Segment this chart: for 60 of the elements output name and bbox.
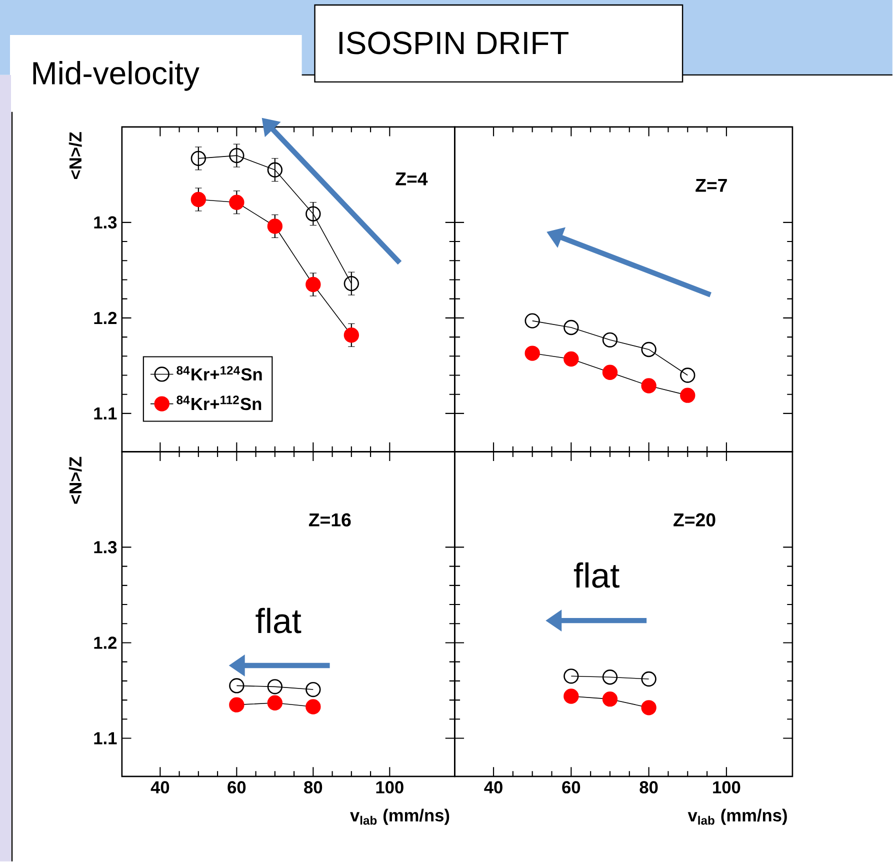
point [344,276,360,292]
x-tick-label: 80 [304,781,322,794]
point [641,700,656,716]
point [602,691,618,707]
point [229,697,244,712]
x-tick-label: 80 [640,781,658,794]
text: Z=16 [308,513,351,526]
text: Mid-velocity [33,61,200,91]
point [641,671,656,687]
x-tick-label: 100 [713,781,740,794]
annotation: flat [574,562,620,588]
annotation: flat [256,608,302,634]
x-tick-label: 40 [150,781,170,794]
y-axis-title: <N>/Z [68,456,82,504]
y-axis-title: <N>/Z [68,132,82,180]
point [602,364,618,380]
y-tick-label: 1.2 [94,636,117,649]
y-tick-label: 1.1 [94,408,117,420]
point [564,688,579,704]
point [190,150,206,166]
text: ISOSPIN DRIFT [339,32,568,54]
legend-label: $^{84}$Kr+$^{112}$Sn [176,396,262,410]
point [267,218,283,234]
point [564,668,579,684]
point [602,332,618,348]
x-tick-label: 100 [376,781,404,794]
point [680,368,696,383]
point [229,148,244,164]
point [524,346,540,361]
text: Z=7 [696,178,727,192]
point [306,276,321,292]
x-tick-label: 40 [484,781,502,794]
point [564,351,579,367]
point [306,206,321,222]
point [267,679,283,694]
point [344,328,360,343]
x-axis-title: v$_{lab}$ (mm/ns) [688,808,787,825]
point [602,670,618,685]
point [564,320,579,336]
point [641,378,656,394]
x-tick-label: 60 [228,781,246,794]
y-tick-label: 1.1 [94,732,117,744]
y-tick-label: 1.2 [94,312,117,324]
point [190,192,206,208]
point [306,682,321,698]
x-tick-label: 60 [562,781,580,794]
point [267,162,283,178]
text: Z=4 [396,172,428,186]
y-tick-label: 1.3 [94,541,117,554]
text: Z=20 [674,513,716,526]
x-axis-title: v$_{lab}$ (mm/ns) [350,808,450,825]
point [267,695,283,710]
point [229,678,244,694]
point [680,388,696,403]
legend-label: $^{84}$Kr+$^{124}$Sn [176,366,262,381]
y-tick-label: 1.3 [94,216,117,229]
point [229,194,244,210]
point [306,699,321,714]
point [641,342,656,358]
point [524,313,540,328]
